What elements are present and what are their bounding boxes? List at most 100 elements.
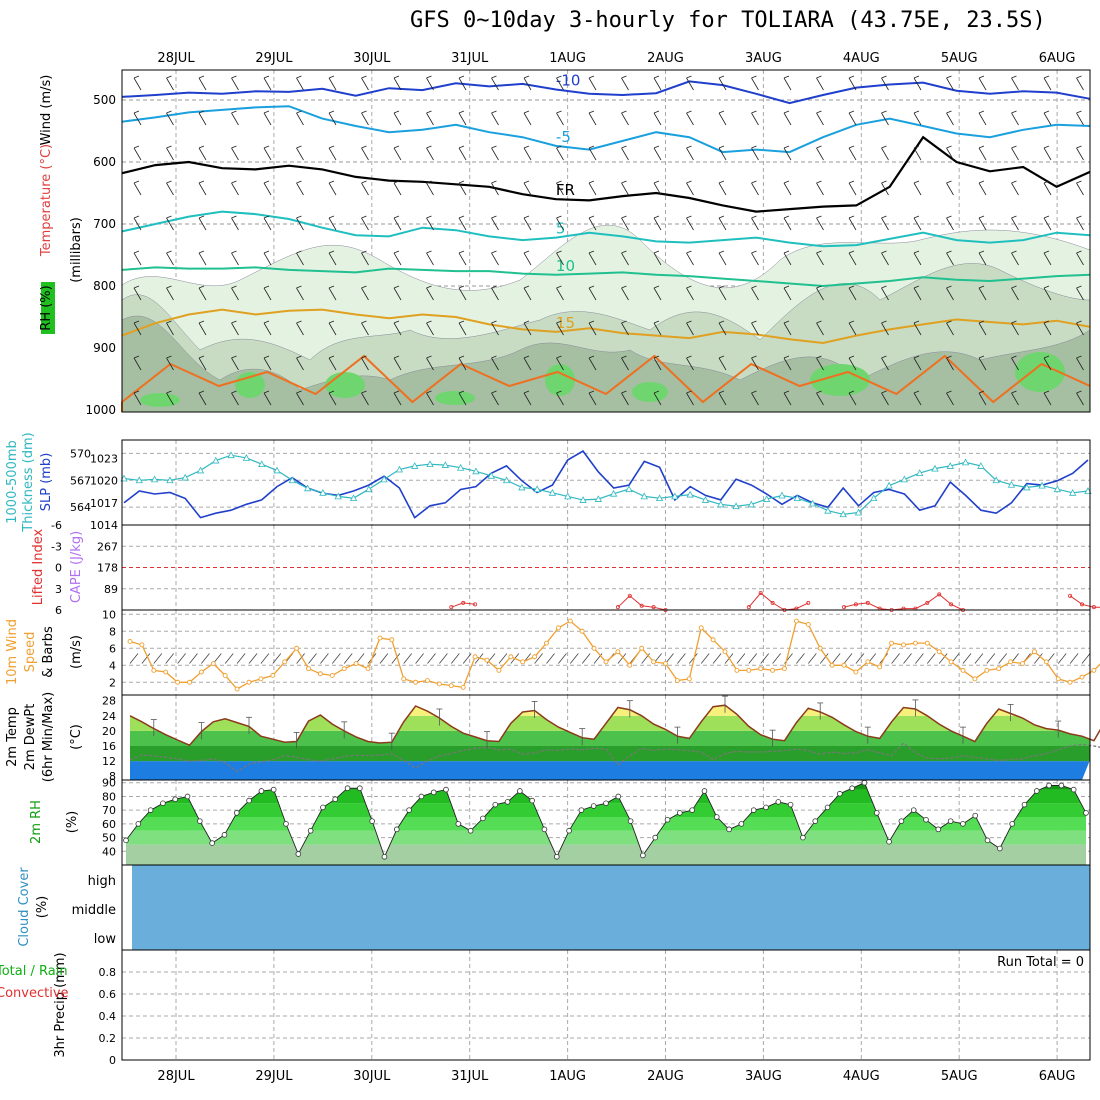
wind-barb-flag (166, 110, 172, 114)
wind10-barb (415, 653, 424, 664)
wind-barb (783, 252, 792, 266)
wind-barb (881, 147, 889, 161)
panel-frame (121, 69, 1091, 413)
wind-barb (881, 182, 889, 196)
wind-barb-flag (166, 145, 172, 149)
rh2m-point (984, 837, 991, 844)
wind10-point (901, 642, 906, 648)
wind-barb (913, 77, 922, 91)
wind-barb (361, 147, 369, 161)
wind-barb-flag (198, 110, 205, 114)
thickness-point (824, 506, 832, 514)
wind-barb (328, 322, 337, 336)
wind-barb (1011, 392, 1019, 406)
wind10-barb (998, 653, 1008, 664)
thickness-point (258, 460, 266, 468)
contour-label-5: 5 (556, 220, 566, 238)
wind10-point (1067, 679, 1073, 685)
rh2m-point (393, 826, 400, 833)
wind-barb (491, 357, 499, 371)
wind-barb-flag (166, 285, 172, 289)
wind10-point (151, 667, 157, 673)
wind10-point (1091, 667, 1097, 673)
thickness-point (609, 489, 618, 497)
wind-barb-flag (751, 180, 757, 184)
wind10-barb (891, 653, 900, 664)
wind-barb-flag (263, 145, 270, 149)
wind10-barb (129, 653, 139, 664)
wind-barb-flag (133, 180, 140, 184)
rh2m-point (455, 821, 462, 827)
wind-barb (816, 217, 824, 231)
wind10-barb (1034, 653, 1043, 664)
wind-barb (328, 77, 337, 91)
wind-barb (133, 287, 142, 301)
lifted-index-point (853, 602, 858, 607)
panel-rh2m (123, 779, 1089, 865)
wind-barb (361, 217, 369, 231)
wind-barb-flag (231, 390, 237, 394)
wind10-barb (546, 653, 555, 664)
wind-barb (523, 357, 532, 371)
wind-barb-flag (263, 250, 270, 254)
slp-tick-label: 1014 (90, 519, 118, 532)
temp-band (130, 761, 1090, 780)
wind-barb (621, 287, 629, 301)
thickness-point (732, 502, 740, 510)
chart-title: GFS 0~10day 3-hourly for TOLIARA (43.75E… (410, 8, 1046, 33)
wind-barb-flag (166, 215, 172, 219)
wind-barb-flag (361, 145, 367, 149)
rh-high-area (325, 372, 365, 398)
wind-barb (491, 252, 499, 266)
wind-barb-flag (523, 250, 530, 254)
wind-barb (523, 287, 532, 301)
wind-barb (491, 287, 499, 301)
wind-barb-flag (198, 320, 205, 324)
wind-barb-flag (328, 285, 335, 289)
wind-barb (751, 322, 759, 336)
wind10-barb (938, 653, 948, 664)
thickness-point (242, 454, 251, 461)
wind-barb (978, 147, 987, 161)
wind-barb (198, 182, 207, 196)
wind-barb (816, 77, 824, 91)
wind-barb (556, 287, 564, 301)
wind-barb (296, 182, 304, 196)
wind-barb (166, 112, 174, 126)
wind10-point (936, 649, 942, 655)
rh2m-tick-label: 80 (102, 790, 116, 803)
thickness-point (365, 485, 373, 493)
wind-barb (426, 252, 434, 266)
wind10-barb (962, 653, 972, 664)
wind10-point (282, 659, 288, 665)
rh2m-point (258, 788, 265, 794)
label-cape: CAPE (J/kg) (69, 531, 84, 603)
rh2m-point (295, 851, 302, 857)
panel-wind10m (127, 618, 1100, 692)
wind10-point (425, 678, 430, 683)
wind10-point (972, 676, 978, 682)
wind-barb (133, 182, 142, 196)
wind-barb-flag (296, 75, 302, 79)
wind-barb-flag (556, 110, 562, 114)
rh2m-point (726, 826, 732, 833)
wind-barb (556, 77, 564, 91)
wind-barb-flag (1076, 75, 1082, 79)
wind-barb (556, 112, 564, 126)
wind-barb (1043, 77, 1052, 91)
wind-barb (751, 147, 759, 161)
wind-barb (718, 392, 727, 406)
wind-barb-flag (718, 390, 725, 394)
rh2m-point (270, 786, 277, 793)
wind-barb (1076, 287, 1084, 301)
temp2m-tick-label: 20 (102, 725, 116, 738)
wind-barb (231, 147, 239, 161)
wind-barb (296, 322, 304, 336)
label-precip-total: Total / Rain (0, 964, 68, 979)
wind-barb (653, 287, 662, 301)
wind-barb (978, 217, 987, 231)
wind-barb (653, 77, 662, 91)
slp-tick-label: 1020 (90, 475, 118, 488)
label-temperature: Temperature (°C) (39, 144, 54, 257)
wind-barb (556, 357, 564, 371)
